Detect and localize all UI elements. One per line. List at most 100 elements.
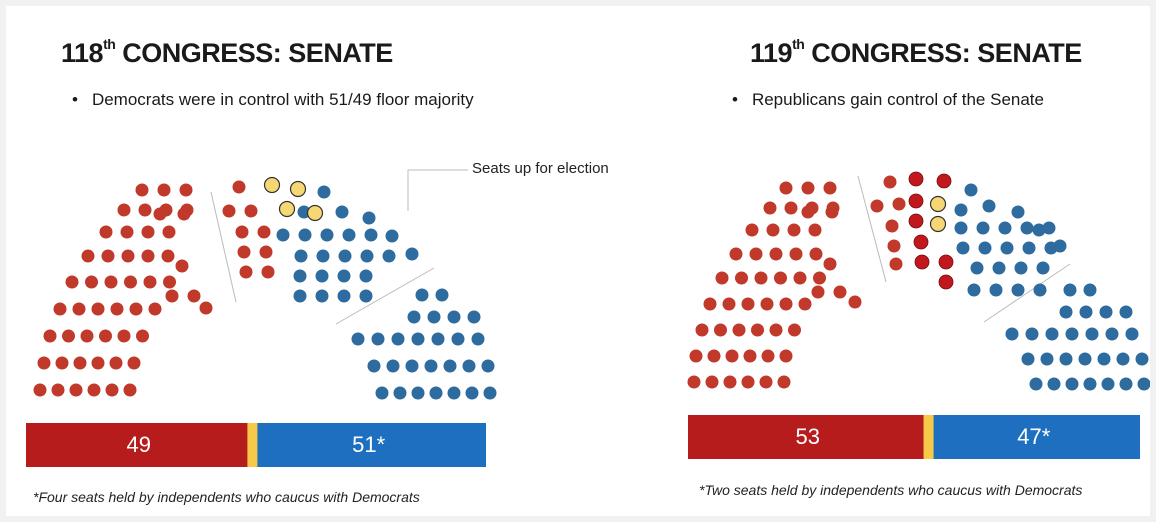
title-text: CONGRESS: SENATE	[115, 38, 393, 68]
republican-seat	[85, 275, 98, 289]
democrat-seat	[1099, 305, 1113, 319]
democrat-seat	[375, 386, 389, 400]
republican-seat	[244, 204, 258, 218]
democrat-seat	[956, 241, 970, 255]
democrat-seat	[1125, 327, 1139, 341]
figure-card: 118th CONGRESS: SENATE Democrats were in…	[6, 6, 1150, 516]
republican-seat	[81, 249, 95, 263]
republican-seat	[787, 223, 801, 237]
democrat-seat	[964, 183, 978, 197]
democrat-seat	[1029, 377, 1043, 391]
republican-seat	[161, 249, 175, 263]
democrat-seat	[1078, 352, 1092, 366]
title-ordinal: th	[103, 36, 116, 52]
footnote-119: *Two seats held by independents who cauc…	[699, 482, 1083, 498]
democrat-seat	[1021, 352, 1035, 366]
republican-seat	[72, 302, 86, 316]
republican-seat	[769, 323, 783, 337]
democrat-seat	[411, 386, 425, 400]
title-number: 119	[750, 38, 793, 68]
republican-seat	[175, 259, 189, 273]
democrat-seat	[954, 221, 968, 235]
republican-seat	[722, 297, 736, 311]
republican-seat	[745, 223, 759, 237]
republican-seat	[703, 297, 717, 311]
republican-seat	[789, 247, 803, 261]
democrat-seat	[405, 359, 419, 373]
republican-seat	[732, 323, 746, 337]
section-divider	[335, 267, 435, 325]
democrat-seat	[1097, 352, 1111, 366]
annotation-leader-line	[407, 169, 468, 211]
republican-seat	[104, 275, 118, 289]
democrat-seat	[1083, 283, 1097, 297]
republican-seat	[141, 225, 155, 239]
democrat-seat	[1020, 221, 1034, 235]
chart-title-119: 119th CONGRESS: SENATE	[750, 36, 1082, 69]
republican-seat	[163, 275, 176, 289]
bar-republican	[688, 415, 928, 459]
republican-seat	[187, 289, 201, 303]
republican-seat	[707, 349, 721, 363]
democrat-seat	[1011, 283, 1025, 297]
democrat-seat	[1047, 377, 1061, 391]
democrat-seat	[1042, 221, 1056, 235]
republican-seat	[741, 375, 755, 389]
republican-seat	[779, 181, 793, 195]
republican-seat	[141, 249, 155, 263]
republican-seat	[129, 302, 143, 316]
republican-seat	[714, 323, 727, 337]
senate-chart-118: 49 51*	[26, 169, 497, 467]
republican-seat	[33, 383, 47, 397]
democrat-seat	[415, 288, 429, 302]
democrat-seat	[367, 359, 381, 373]
democrat-seat	[481, 359, 495, 373]
republican-seat	[769, 247, 783, 261]
annotation-seats-up: Seats up for election	[472, 160, 609, 177]
republican-seat	[261, 265, 275, 279]
democrat-seat	[998, 221, 1012, 235]
democrat-seat	[1119, 305, 1133, 319]
republican-seat	[148, 302, 162, 316]
republican-seat-flipped	[908, 193, 924, 209]
title-ordinal: th	[792, 36, 805, 52]
democrat-seat	[1083, 377, 1097, 391]
republican-seat	[91, 356, 105, 370]
title-text: CONGRESS: SENATE	[804, 38, 1082, 68]
democrat-seat	[386, 359, 400, 373]
republican-seat	[725, 349, 739, 363]
panel-119th-congress: 119th CONGRESS: SENATE Republicans gain …	[586, 6, 1150, 516]
republican-seat	[162, 225, 176, 239]
democrat-seat	[447, 310, 461, 324]
bar-democrat	[927, 415, 1140, 459]
republican-seat	[235, 225, 249, 239]
democrat-seat	[447, 386, 461, 400]
republican-seat-flipped	[938, 254, 954, 270]
democrat-seat	[429, 386, 443, 400]
republican-seat	[889, 257, 903, 271]
democrat-seat	[976, 221, 990, 235]
democrat-seat	[276, 228, 290, 242]
republican-seat	[43, 329, 57, 343]
republican-seat	[37, 356, 51, 370]
republican-seat	[887, 239, 901, 253]
footnote-118: *Four seats held by independents who cau…	[33, 489, 420, 505]
republican-seat	[892, 197, 906, 211]
seat-up-for-election	[306, 204, 324, 222]
republican-seat	[870, 199, 884, 213]
bullet-119: Republicans gain control of the Senate	[732, 90, 1044, 110]
republican-seat	[127, 356, 141, 370]
republican-seat-flipped	[913, 234, 929, 250]
section-divider	[857, 175, 887, 283]
democrat-seat	[359, 269, 373, 283]
democrat-seat	[992, 261, 1006, 275]
democrat-seat	[1005, 327, 1019, 341]
democrat-seat	[1045, 327, 1059, 341]
democrat-seat	[435, 288, 449, 302]
republican-seat	[779, 349, 793, 363]
democrat-seat	[954, 203, 968, 217]
republican-seat	[766, 223, 780, 237]
republican-seat	[138, 203, 152, 217]
republican-seat	[177, 207, 191, 221]
democrat-seat	[360, 249, 374, 263]
